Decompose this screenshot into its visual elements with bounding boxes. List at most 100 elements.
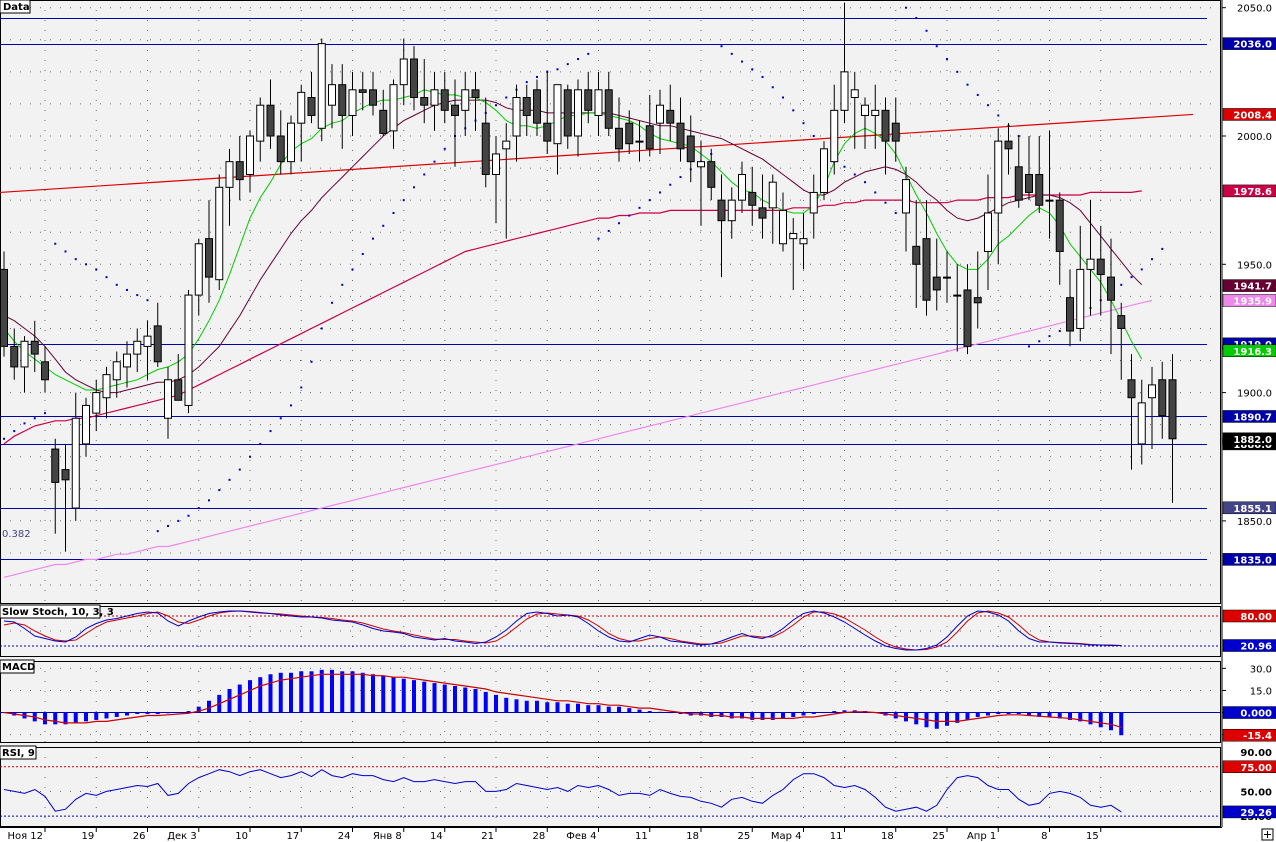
time-tick-label: 10 bbox=[235, 831, 248, 842]
macd-bar bbox=[842, 710, 847, 713]
macd-bar bbox=[535, 700, 539, 713]
price-label-box bbox=[1223, 745, 1276, 758]
candle bbox=[481, 97, 490, 188]
candle bbox=[758, 174, 767, 239]
stochastic-panel[interactable]: 80.00 20.96 Slow Stoch, 10, 3, 3 bbox=[0, 604, 1276, 656]
candle-body-down bbox=[235, 161, 244, 181]
sar-dot bbox=[64, 250, 67, 253]
candle bbox=[1014, 135, 1023, 208]
sar-dot bbox=[3, 437, 5, 440]
horizontal-levels bbox=[0, 18, 1207, 560]
macd-bar bbox=[1098, 712, 1103, 728]
macd-bar bbox=[412, 680, 416, 713]
main-price-panel[interactable]: 1850.0 1900.0 1950.0 2000.0 2050.0 2036.0 2008… bbox=[0, 0, 1276, 603]
sar-dot bbox=[423, 173, 426, 176]
candle-body-down bbox=[1107, 276, 1115, 301]
candle bbox=[471, 71, 480, 131]
price-label-text: 75.00 bbox=[1240, 763, 1272, 774]
candle bbox=[164, 366, 172, 439]
sar-dot bbox=[720, 45, 723, 48]
stoch-k-line bbox=[3, 610, 1122, 651]
candle bbox=[727, 187, 736, 239]
candle bbox=[891, 97, 900, 162]
macd-bar bbox=[73, 712, 78, 723]
time-tick-label: 14 bbox=[430, 831, 443, 842]
candle-body-up bbox=[502, 140, 511, 150]
candle bbox=[789, 218, 798, 290]
candle-body-up bbox=[850, 89, 859, 99]
sar-dot bbox=[597, 237, 600, 240]
candle-body-up bbox=[102, 374, 111, 399]
candle-body-down bbox=[51, 448, 60, 483]
candle-body-down bbox=[1127, 379, 1136, 399]
sar-dot bbox=[126, 288, 128, 291]
candle bbox=[297, 84, 306, 162]
candle bbox=[194, 238, 203, 316]
candle-body-down bbox=[174, 379, 183, 401]
macd-bar bbox=[1109, 712, 1113, 731]
candle-body-up bbox=[215, 186, 224, 281]
macd-bar bbox=[227, 688, 232, 713]
candle bbox=[92, 379, 101, 432]
macd-bar bbox=[1047, 712, 1052, 717]
macd-bar bbox=[576, 703, 580, 713]
sar-dot bbox=[761, 75, 764, 78]
macd-bar bbox=[155, 712, 160, 715]
time-tick-label: Дек 3 bbox=[167, 831, 197, 842]
macd-bar bbox=[1068, 712, 1072, 720]
price-label-text: 29.26 bbox=[1240, 808, 1272, 819]
chart-settings-icon[interactable] bbox=[1261, 828, 1274, 841]
rsi-polyline bbox=[3, 769, 1122, 813]
sar-dot bbox=[618, 222, 620, 225]
time-tick-label: 11 bbox=[635, 831, 648, 842]
sar-dot bbox=[310, 360, 313, 363]
candle bbox=[686, 115, 695, 183]
macd-bar bbox=[43, 712, 47, 725]
candle bbox=[1086, 200, 1095, 316]
price-label-text: 1916.3 bbox=[1233, 347, 1272, 358]
price-label-box bbox=[1223, 785, 1276, 798]
candle bbox=[123, 341, 131, 388]
price-label-text: 1882.0 bbox=[1233, 435, 1272, 446]
candle bbox=[799, 212, 808, 270]
candle-body-down bbox=[563, 89, 572, 137]
candle bbox=[635, 120, 644, 162]
sar-dot bbox=[536, 75, 538, 78]
rsi-title-text: RSI, 9 bbox=[2, 748, 35, 759]
macd-bar bbox=[432, 683, 437, 713]
macd-bar bbox=[770, 712, 775, 720]
candle bbox=[215, 174, 224, 290]
candle bbox=[912, 200, 921, 308]
candle-body-up bbox=[984, 212, 992, 252]
sar-dot bbox=[361, 253, 364, 256]
sar-dot bbox=[259, 442, 262, 445]
macd-bar bbox=[422, 681, 427, 713]
time-tick-label: 25 bbox=[738, 831, 751, 842]
macd-bar bbox=[1016, 712, 1021, 715]
sar-dot bbox=[566, 63, 569, 66]
candle-body-up bbox=[779, 209, 787, 245]
candle-body-up bbox=[553, 84, 562, 145]
candle bbox=[205, 200, 213, 303]
macd-bar bbox=[207, 700, 211, 713]
candle bbox=[932, 238, 941, 311]
time-tick-label: 18 bbox=[881, 831, 894, 842]
ma-slow-line bbox=[3, 299, 1153, 578]
candle-body-down bbox=[707, 161, 716, 188]
candle bbox=[10, 328, 19, 380]
candle bbox=[287, 115, 295, 175]
macd-bar bbox=[1037, 712, 1042, 717]
stochastic-title: Slow Stoch, 10, 3, 3 bbox=[0, 604, 114, 619]
time-tick-label: 8 bbox=[1041, 831, 1047, 842]
macd-panel[interactable]: 30.015.00.000-15.40.000-15.4 MACD bbox=[0, 659, 1276, 742]
candle-body-down bbox=[748, 191, 757, 206]
candle-body-down bbox=[1055, 199, 1064, 252]
candle-body-down bbox=[522, 97, 531, 116]
candle-body-down bbox=[1025, 173, 1033, 193]
macd-bar bbox=[125, 712, 129, 716]
candle-body-down bbox=[922, 238, 931, 301]
candle-body-up bbox=[871, 109, 880, 116]
macd-bar bbox=[647, 711, 652, 713]
price-label-box bbox=[1222, 294, 1276, 307]
